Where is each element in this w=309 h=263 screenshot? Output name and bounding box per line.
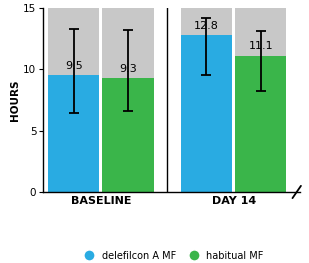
Y-axis label: HOURS: HOURS <box>10 79 20 121</box>
Text: 9.5: 9.5 <box>65 61 83 71</box>
Text: 12.8: 12.8 <box>194 21 219 31</box>
Bar <box>48 75 99 192</box>
Bar <box>235 8 286 192</box>
Bar <box>102 78 154 192</box>
Bar <box>181 35 232 192</box>
Text: 9.3: 9.3 <box>119 64 137 74</box>
Bar <box>181 8 232 192</box>
Legend: delefilcon A MF, habitual MF: delefilcon A MF, habitual MF <box>75 247 268 263</box>
Bar <box>102 8 154 192</box>
Text: 11.1: 11.1 <box>248 42 273 52</box>
Bar <box>48 8 99 192</box>
Bar <box>235 56 286 192</box>
